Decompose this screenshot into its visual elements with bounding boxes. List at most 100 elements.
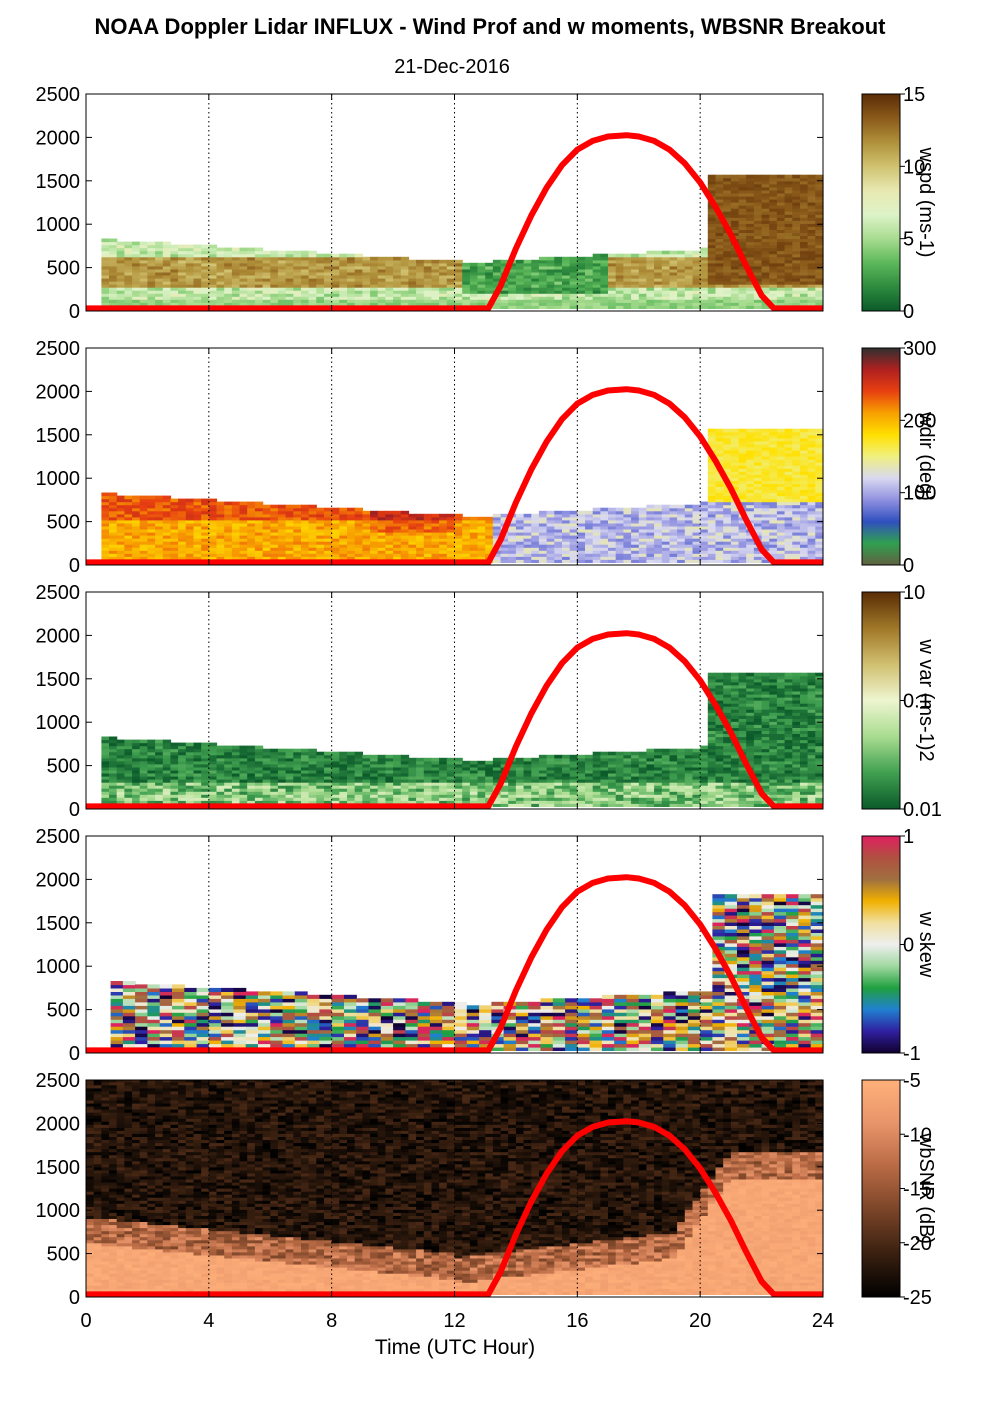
heatmap-cell: [715, 299, 724, 303]
heatmap-cell: [132, 773, 141, 777]
heatmap-cell: [554, 302, 563, 306]
heatmap-cell: [170, 525, 179, 530]
heatmap-cell: [631, 296, 640, 300]
heatmap-cell: [738, 265, 747, 270]
heatmap-cell: [538, 544, 548, 548]
heatmap-cell: [147, 739, 156, 744]
heatmap-cell: [669, 259, 678, 264]
heatmap-cell: [316, 290, 325, 294]
heatmap-cell: [254, 284, 264, 288]
wdir-colorbar-label: wdir (deg): [915, 411, 937, 501]
heatmap-cell: [170, 250, 179, 255]
heatmap-cell: [416, 302, 425, 306]
heatmap-cell: [239, 535, 248, 539]
heatmap-cell: [608, 519, 617, 524]
heatmap-cell: [615, 253, 624, 258]
heatmap-cell: [139, 247, 148, 252]
heatmap-cell: [707, 431, 717, 436]
heatmap-cell: [109, 281, 118, 285]
heatmap-cell: [661, 275, 671, 279]
heatmap-cell: [800, 284, 809, 288]
heatmap-cell: [370, 302, 379, 306]
heatmap-cell: [116, 293, 125, 297]
heatmap-cell: [224, 748, 233, 753]
heatmap-cell: [454, 293, 463, 297]
heatmap-cell: [515, 544, 525, 548]
heatmap-cell: [807, 189, 816, 194]
heatmap-cell: [124, 525, 133, 530]
heatmap-cell: [101, 259, 110, 264]
heatmap-cell: [132, 754, 141, 759]
heatmap-cell: [776, 262, 786, 267]
heatmap-cell: [216, 532, 225, 536]
heatmap-cell: [723, 305, 732, 309]
heatmap-cell: [753, 299, 763, 303]
heatmap-cell: [623, 284, 632, 288]
heatmap-cell: [792, 208, 801, 212]
heatmap-cell: [139, 241, 148, 246]
heatmap-cell: [631, 299, 640, 303]
heatmap-cell: [254, 529, 264, 533]
heatmap-cell: [377, 290, 386, 294]
heatmap-cell: [615, 302, 624, 306]
heatmap-cell: [270, 299, 279, 303]
heatmap-cell: [393, 284, 402, 288]
heatmap-cell: [247, 275, 256, 279]
heatmap-cell: [477, 284, 486, 288]
heatmap-cell: [646, 293, 655, 297]
heatmap-cell: [723, 183, 732, 188]
heatmap-cell: [408, 259, 417, 264]
heatmap-cell: [370, 259, 379, 264]
heatmap-cell: [201, 797, 210, 801]
heatmap-cell: [784, 223, 793, 227]
heatmap-cell: [262, 748, 271, 753]
heatmap-cell: [815, 440, 824, 445]
heatmap-cell: [746, 223, 755, 227]
heatmap-cell: [231, 247, 241, 252]
heatmap-cell: [124, 797, 133, 801]
heatmap-cell: [201, 748, 210, 753]
heatmap-cell: [423, 271, 433, 276]
heatmap-cell: [608, 287, 617, 291]
heatmap-cell: [224, 250, 233, 255]
heatmap-cell: [677, 256, 686, 261]
heatmap-cell: [331, 262, 340, 267]
heatmap-cell: [753, 220, 763, 224]
heatmap-cell: [585, 302, 594, 306]
heatmap-cell: [224, 501, 233, 506]
heatmap-cell: [270, 544, 279, 548]
heatmap-cell: [792, 244, 801, 249]
heatmap-cell: [162, 763, 172, 768]
heatmap-cell: [170, 742, 179, 747]
heatmap-cell: [807, 211, 816, 215]
heatmap-cell: [592, 302, 601, 306]
heatmap-cell: [500, 265, 509, 270]
heatmap-cell: [400, 268, 410, 273]
heatmap-cell: [769, 238, 778, 243]
heatmap-cell: [608, 510, 617, 515]
heatmap-cell: [170, 253, 179, 258]
heatmap-cell: [608, 262, 617, 267]
heatmap-cell: [538, 553, 548, 557]
heatmap-cell: [546, 265, 555, 270]
heatmap-cell: [569, 299, 578, 303]
heatmap-cell: [162, 739, 172, 744]
heatmap-cell: [301, 544, 310, 548]
heatmap-cell: [615, 559, 624, 563]
heatmap-cell: [776, 281, 786, 285]
heatmap-cell: [707, 247, 717, 252]
heatmap-cell: [623, 259, 632, 264]
heatmap-cell: [231, 299, 241, 303]
heatmap-cell: [293, 797, 302, 801]
heatmap-cell: [362, 278, 371, 282]
heatmap-cell: [654, 278, 663, 282]
heatmap-cell: [761, 220, 770, 224]
heatmap-cell: [715, 174, 724, 179]
heatmap-cell: [784, 265, 793, 270]
heatmap-cell: [262, 779, 271, 783]
heatmap-cell: [784, 241, 793, 246]
heatmap-cell: [577, 271, 586, 276]
heatmap-cell: [807, 199, 816, 203]
heatmap-cell: [592, 293, 601, 297]
heatmap-cell: [684, 281, 694, 285]
